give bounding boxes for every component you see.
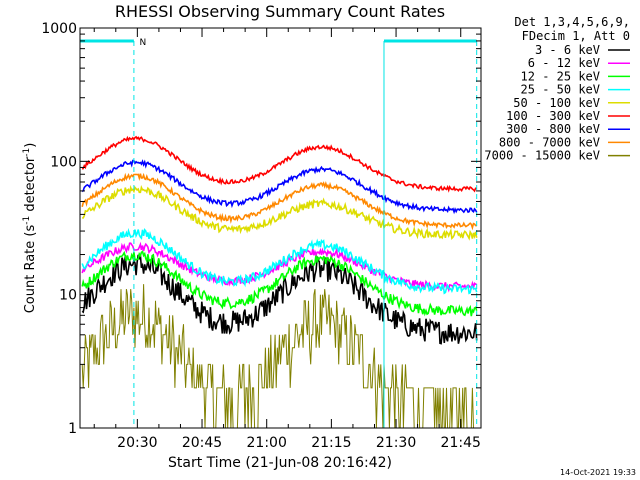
legend-label: 6 - 12 keV	[528, 56, 600, 70]
x-tick-label: 21:45	[441, 435, 481, 451]
legend-label: 100 - 300 keV	[506, 109, 600, 123]
legend-label: 300 - 800 keV	[506, 122, 600, 136]
y-label-end: )	[23, 143, 38, 148]
legend-label: 12 - 25 keV	[521, 69, 600, 83]
legend: Det 1,3,4,5,6,9, FDecim 1, Att 0 3 - 6 k…	[484, 15, 630, 163]
y-label-sup2: -1	[22, 148, 32, 157]
chart-title: RHESSI Observing Summary Count Rates	[115, 2, 445, 21]
series-line	[81, 135, 477, 193]
series-layer	[81, 135, 478, 429]
y-label-mid: detector	[23, 156, 38, 216]
series-line	[81, 227, 478, 295]
x-tick-label: 21:30	[376, 435, 416, 451]
x-tick-label: 21:15	[311, 435, 351, 451]
plot-frame	[79, 27, 482, 429]
y-tick-label: 1	[68, 421, 77, 437]
legend-header-line-2: FDecim 1, Att 0	[522, 29, 630, 43]
series-line	[81, 172, 478, 231]
y-axis: 1 10 100 1000	[41, 21, 481, 437]
legend-label: 25 - 50 keV	[521, 83, 600, 97]
series-line	[81, 284, 477, 429]
y-label-main: Count Rate (s	[23, 225, 38, 314]
legend-label: 800 - 7000 keV	[499, 135, 600, 149]
legend-header-line-1: Det 1,3,4,5,6,9,	[514, 15, 630, 29]
series-line	[81, 254, 478, 345]
y-tick-label: 10	[59, 288, 77, 304]
y-tick-label: 1000	[41, 21, 77, 37]
y-label-sup1: -1	[22, 216, 32, 225]
x-axis: 20:30 20:45 21:00 21:15 21:30 21:45	[93, 28, 481, 451]
generation-timestamp: 14-Oct-2021 19:33	[560, 468, 636, 477]
legend-label: 3 - 6 keV	[535, 43, 600, 57]
series-line	[81, 159, 478, 215]
y-tick-label: 100	[50, 154, 77, 170]
saa-letter: N	[140, 38, 147, 48]
legend-label: 50 - 100 keV	[513, 96, 600, 110]
y-axis-label: Count Rate (s-1 detector-1)	[22, 143, 38, 314]
x-tick-label: 20:30	[117, 435, 157, 451]
x-tick-label: 20:45	[182, 435, 222, 451]
x-axis-label: Start Time (21-Jun-08 20:16:42)	[168, 455, 392, 471]
series-line	[82, 184, 478, 241]
series-line	[81, 250, 478, 317]
legend-label: 7000 - 15000 keV	[484, 149, 600, 163]
x-tick-label: 21:00	[247, 435, 287, 451]
